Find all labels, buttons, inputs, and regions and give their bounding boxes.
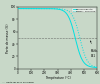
Text: Pdéb.
541: Pdéb. 541 — [90, 41, 99, 58]
Y-axis label: Perte de masse (%): Perte de masse (%) — [6, 23, 10, 53]
Text: ....  perte de 50 % en masse: .... perte de 50 % en masse — [2, 82, 34, 83]
Legend: Nanocomposite, PDMS - 10% MPS: Nanocomposite, PDMS - 10% MPS — [72, 8, 96, 12]
X-axis label: Température (°C): Température (°C) — [45, 76, 70, 80]
